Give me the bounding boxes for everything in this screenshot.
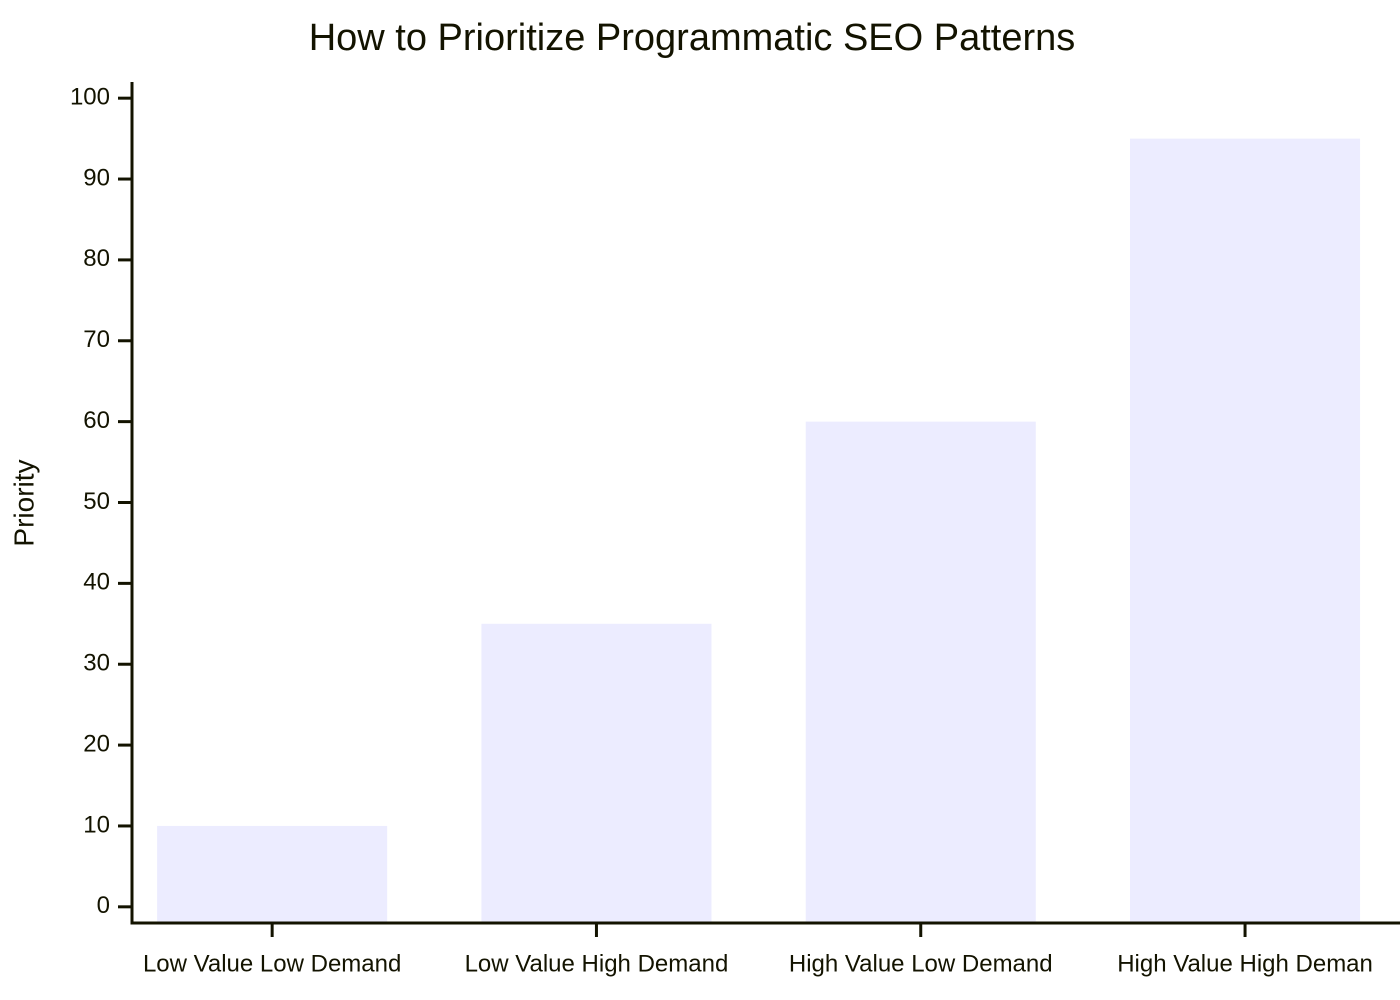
x-tick-label: High Value High Deman [1117, 950, 1373, 977]
y-tick-label: 30 [83, 650, 110, 677]
y-tick-label: 0 [97, 892, 110, 919]
y-tick-label: 40 [83, 569, 110, 596]
chart-title: How to Prioritize Programmatic SEO Patte… [309, 17, 1076, 59]
y-tick-label: 80 [83, 245, 110, 272]
bar [481, 623, 712, 923]
y-tick-label: 90 [83, 164, 110, 191]
x-tick-label: Low Value Low Demand [143, 950, 401, 977]
y-tick-label: 100 [70, 84, 110, 111]
bar [805, 421, 1036, 923]
y-tick-label: 20 [83, 730, 110, 757]
y-axis-label: Priority [8, 459, 39, 546]
x-tick-label: Low Value High Demand [465, 950, 729, 977]
x-tick-label: High Value Low Demand [789, 950, 1053, 977]
y-tick-label: 10 [83, 811, 110, 838]
bar [157, 825, 388, 923]
y-tick-label: 70 [83, 326, 110, 353]
y-tick-label: 60 [83, 407, 110, 434]
bar [1130, 138, 1361, 923]
y-tick-label: 50 [83, 488, 110, 515]
